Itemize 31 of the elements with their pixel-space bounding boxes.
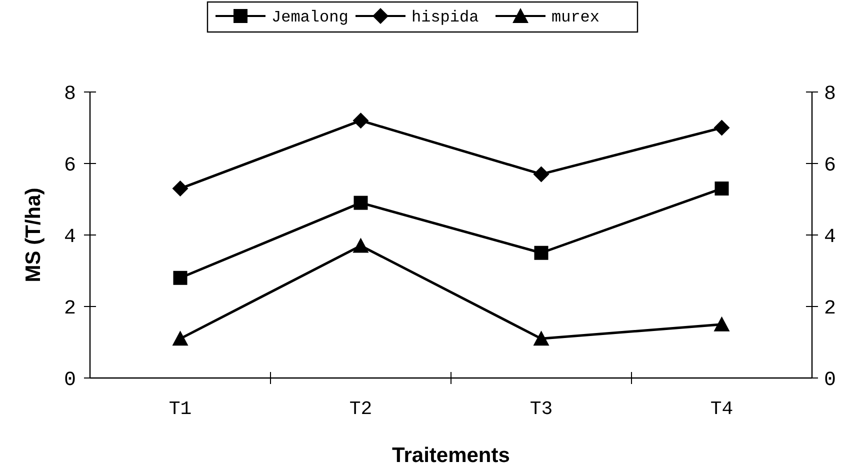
x-tick-label: T3: [530, 398, 553, 420]
point: [714, 120, 730, 136]
point: [352, 238, 369, 253]
y2-tick-label: 4: [824, 226, 836, 249]
legend-label: hispida: [412, 8, 480, 27]
y2-tick-label: 6: [824, 154, 836, 178]
point: [352, 112, 369, 129]
point: [714, 182, 729, 196]
y-tick-label: 4: [64, 226, 76, 249]
y-tick-label: 2: [64, 298, 76, 320]
y-tick-label: 0: [64, 369, 76, 392]
point: [533, 330, 550, 346]
x-axis-title: Traitements: [392, 444, 510, 467]
point: [533, 166, 550, 182]
y-tick-label: 6: [64, 154, 76, 178]
x-tick-label: T2: [349, 398, 372, 420]
point: [172, 330, 188, 346]
y-axis-title: MS (T/ha): [22, 188, 45, 282]
point: [534, 246, 548, 260]
point: [354, 196, 368, 210]
point: [172, 180, 188, 197]
legend-label: murex: [552, 8, 600, 27]
point: [714, 316, 730, 332]
y-tick-label: 8: [64, 83, 76, 106]
point: [173, 270, 188, 285]
y2-tick-label: 8: [824, 83, 836, 106]
x-tick-label: T4: [710, 398, 734, 420]
y2-tick-label: 0: [824, 369, 836, 392]
legend-label: Jemalong: [272, 8, 348, 27]
y2-tick-label: 2: [824, 298, 836, 320]
x-tick-label: T1: [168, 398, 192, 420]
